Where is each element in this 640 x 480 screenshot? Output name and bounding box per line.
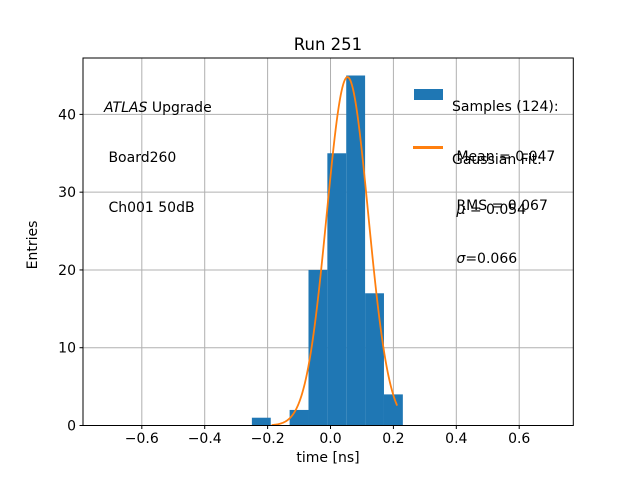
x-tick-label: −0.6: [125, 431, 159, 447]
sigma-symbol: σ: [456, 250, 466, 267]
annotation-line-2: Board260: [104, 149, 177, 166]
legend-gaussian-sigma: σ=0.066: [456, 250, 518, 267]
histogram-bar: [327, 153, 347, 426]
histogram-bar: [289, 409, 309, 426]
annotation-line-1: ATLAS Upgrade: [104, 100, 212, 117]
legend-gaussian-mu: μ = 0.054: [456, 201, 527, 218]
annotation-upgrade-text: Upgrade: [147, 99, 212, 116]
y-tick-label: 0: [67, 419, 76, 435]
histogram-bar: [383, 394, 403, 426]
x-tick-label: −0.4: [188, 431, 222, 447]
legend-samples-mean: Mean = 0.047: [452, 148, 556, 165]
histogram-bar: [346, 75, 366, 426]
x-tick-label: −0.2: [251, 431, 285, 447]
gaussian-fit-curve: [271, 76, 398, 426]
mu-symbol: μ: [456, 201, 466, 218]
x-tick-label: 0.0: [319, 431, 341, 447]
legend-samples-rms: RMS = 0.067: [452, 197, 548, 214]
chart-title: Run 251: [293, 35, 363, 54]
histogram-bar: [308, 269, 328, 426]
x-tick-label: 0.2: [382, 431, 404, 447]
legend-samples-title: Samples (124):: [452, 99, 559, 116]
y-tick-label: 40: [58, 107, 76, 123]
x-axis-label: time [ns]: [296, 450, 360, 466]
x-tick-label: 0.4: [445, 431, 467, 447]
annotation-atlas-italic: ATLAS: [104, 99, 148, 116]
legend-samples-label: Samples (124): Mean = 0.047 RMS = 0.067: [452, 67, 559, 247]
legend-gaussian-title: Gaussian Fit:: [452, 152, 542, 169]
annotation-line-3: Ch001 50dB: [104, 199, 195, 216]
annotation-atlas: ATLAS Upgrade Board260 Ch001 50dB: [104, 67, 212, 250]
y-tick-label: 20: [58, 263, 76, 279]
y-tick-label: 10: [58, 341, 76, 357]
axes-border: [82, 57, 574, 426]
y-axis-label: Entries: [25, 220, 41, 270]
histogram-bar: [251, 417, 271, 426]
x-tick-label: 0.6: [508, 431, 530, 447]
legend-gaussian-swatch: [413, 146, 443, 149]
legend-gaussian-label: Gaussian Fit: μ = 0.054 σ=0.066: [452, 120, 542, 300]
legend-samples-swatch: [414, 89, 443, 100]
histogram-bar: [365, 293, 384, 426]
y-tick-label: 30: [58, 185, 76, 201]
